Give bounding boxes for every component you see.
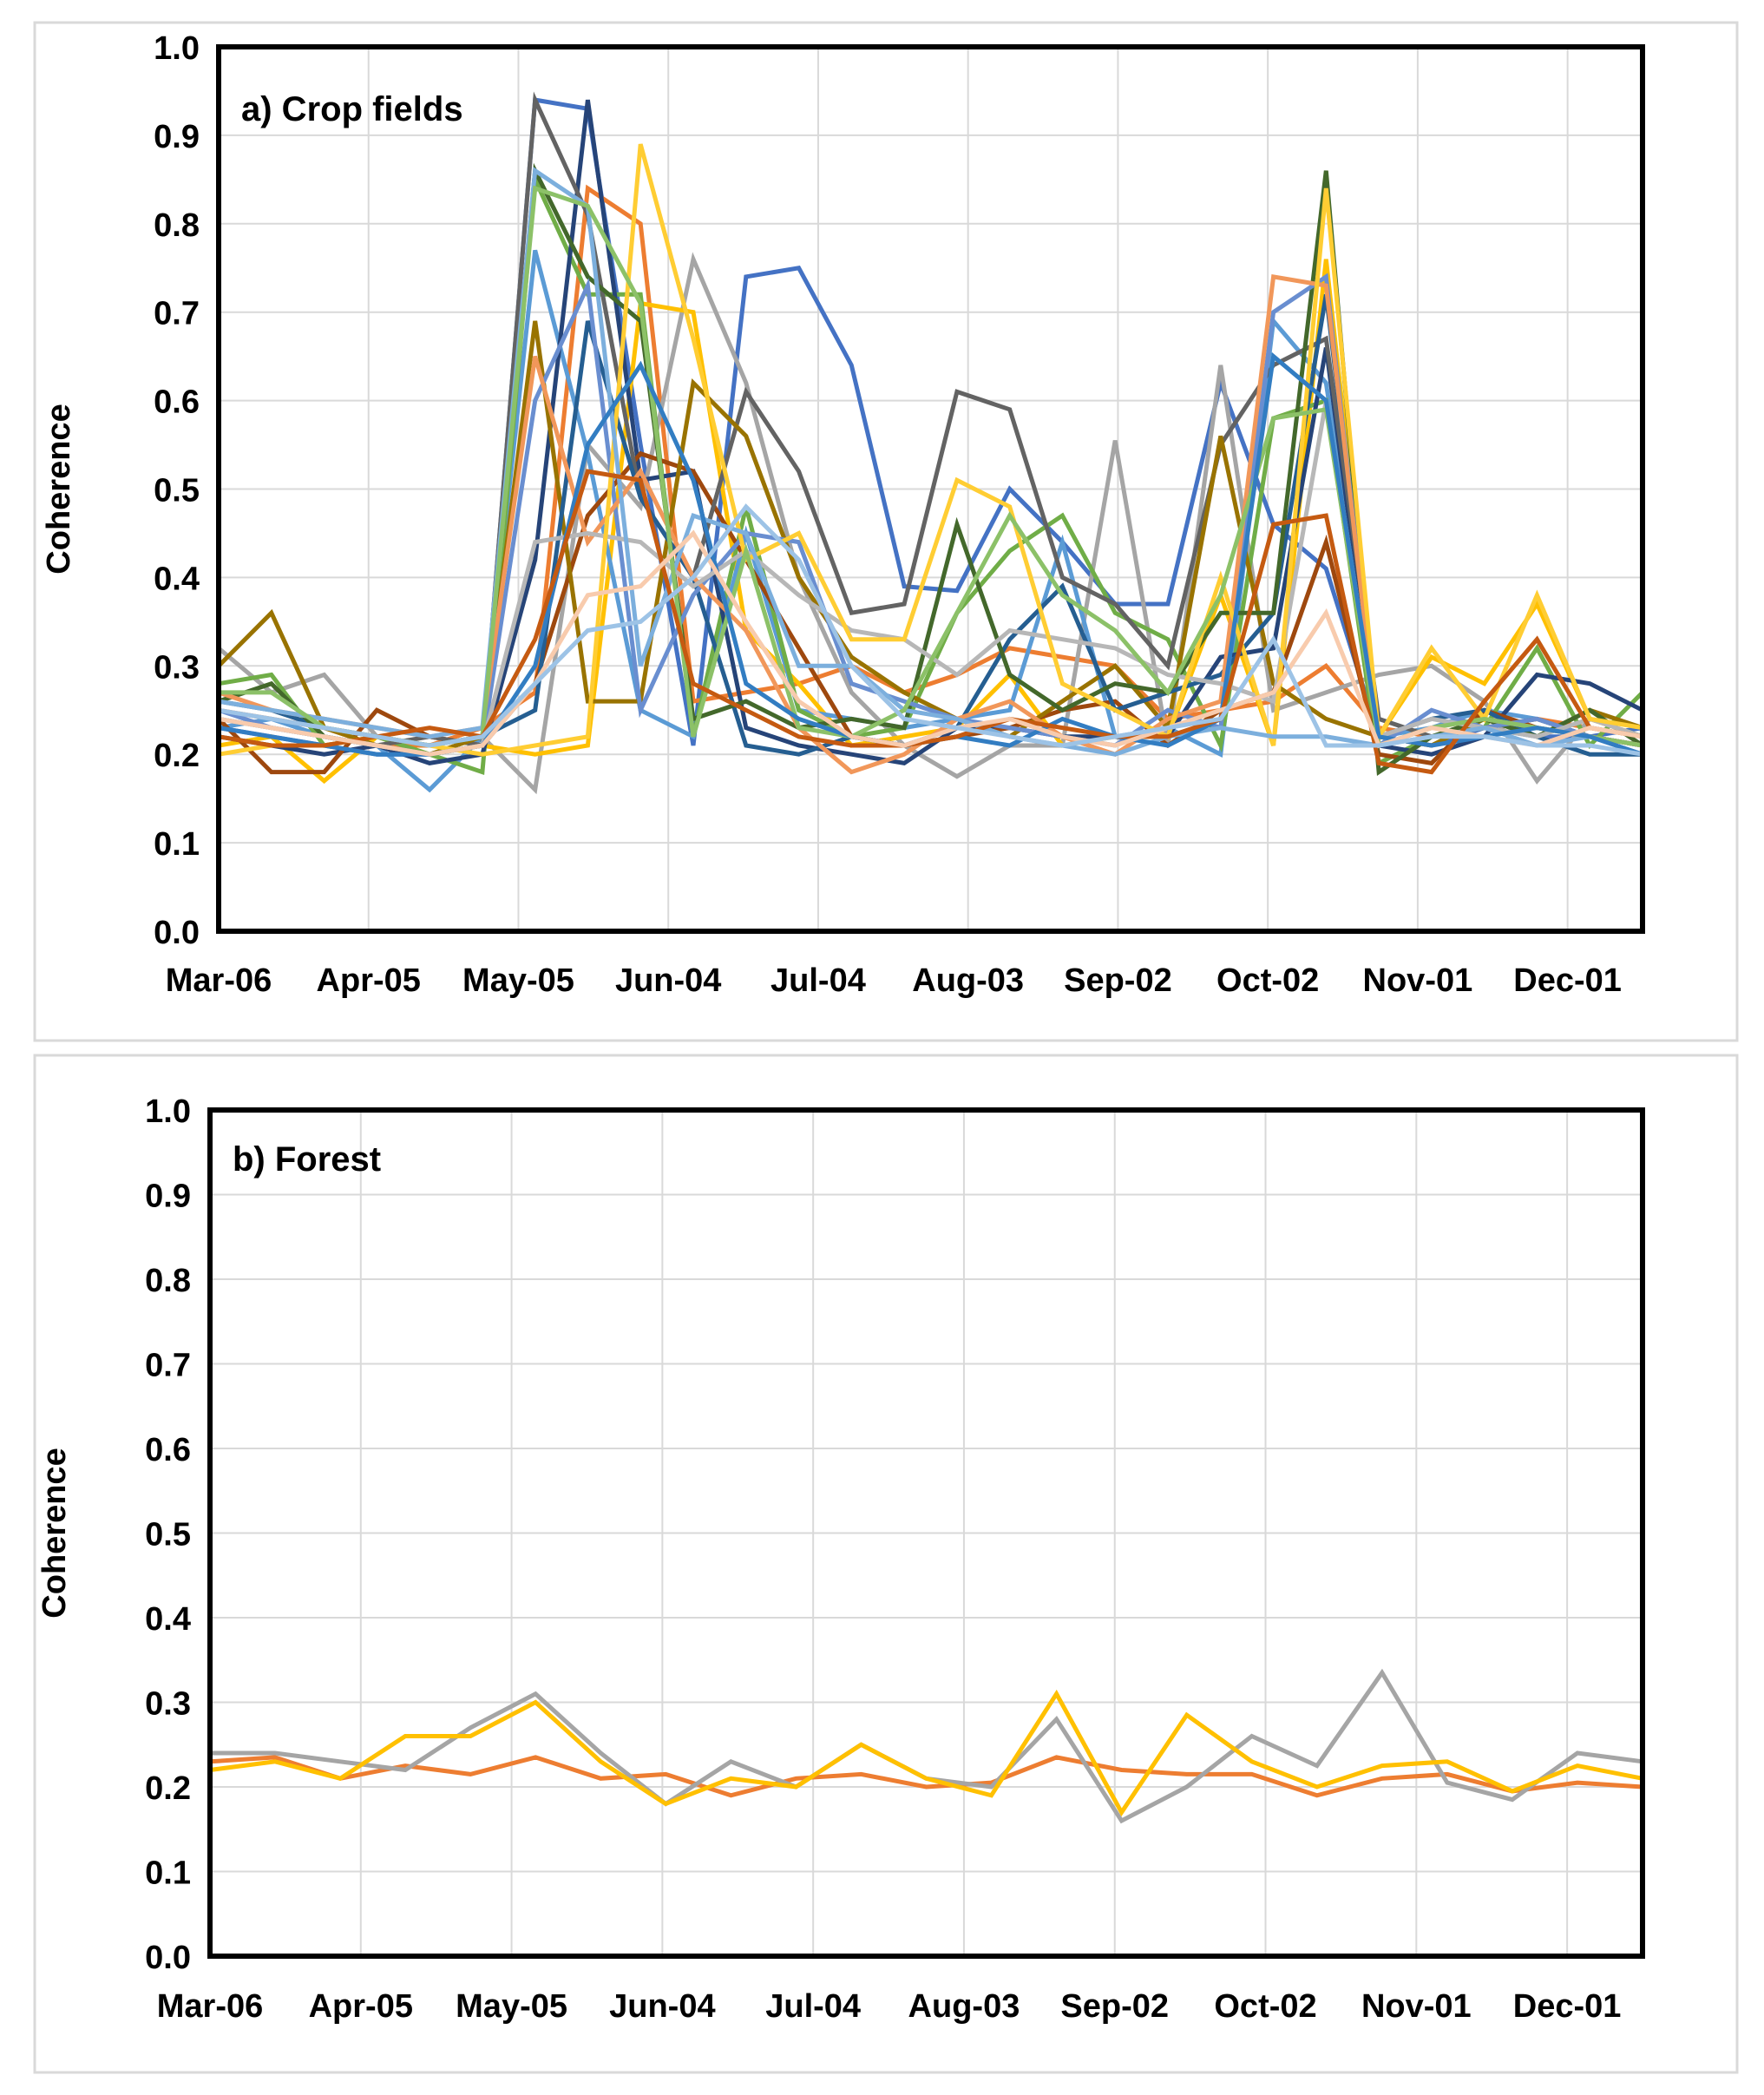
series-line-22 — [218, 503, 1643, 757]
x-tick-label: Aug-03 — [912, 962, 1024, 999]
x-tick-label: Apr-05 — [317, 962, 421, 999]
forest-panel: 0.0 0.1 0.2 0.3 0.4 0.5 0.6 0.7 0.8 0.9 1.0 Mar-06… — [33, 1054, 1739, 2074]
y-tick-label: 0.5 — [145, 1517, 191, 1553]
x-tick-labels: Mar-06 Apr-05 May-05 Jun-04 Jul-04 Aug-03 Sep-… — [166, 962, 1622, 999]
x-tick-label: Mar-06 — [157, 1988, 264, 2025]
x-tick-label: Dec-01 — [1513, 962, 1622, 999]
series-line-20 — [218, 469, 1643, 775]
y-tick-label: 0.9 — [145, 1179, 191, 1215]
x-tick-label: May-05 — [456, 1988, 567, 2025]
y-tick-label: 0.2 — [154, 738, 200, 774]
y-tick-labels: 0.0 0.1 0.2 0.3 0.4 0.5 0.6 0.7 0.8 0.9 1.0 — [145, 1093, 191, 1976]
crop-fields-panel: 0.0 0.1 0.2 0.3 0.4 0.5 0.6 0.7 0.8 0.9 1.0 Mar-06… — [33, 21, 1739, 1042]
x-tick-label: Jul-04 — [771, 962, 866, 999]
series-line-3 — [209, 1689, 1643, 1817]
y-tick-label: 0.6 — [145, 1432, 191, 1468]
y-axis-label: Coherence — [36, 1448, 73, 1618]
panel-title: a) Crop fields — [241, 90, 463, 128]
x-tick-label: Aug-03 — [908, 1988, 1020, 2025]
y-tick-label: 0.7 — [145, 1348, 191, 1384]
y-tick-label: 1.0 — [145, 1093, 191, 1130]
x-tick-label: Apr-05 — [309, 1988, 413, 2025]
y-tick-label: 0.4 — [154, 561, 200, 597]
series-line-21 — [218, 529, 1643, 757]
y-tick-label: 0.1 — [154, 826, 200, 863]
y-tick-label: 0.5 — [154, 473, 200, 509]
y-tick-label: 0.9 — [154, 119, 200, 155]
y-tick-label: 0.3 — [154, 649, 200, 686]
panel-title: b) Forest — [233, 1140, 381, 1179]
y-tick-label: 0.8 — [145, 1263, 191, 1299]
y-tick-labels: 0.0 0.1 0.2 0.3 0.4 0.5 0.6 0.7 0.8 0.9 1.0 — [154, 30, 200, 951]
y-tick-label: 0.0 — [154, 915, 200, 951]
y-tick-label: 0.6 — [154, 384, 200, 421]
y-tick-label: 0.8 — [154, 207, 200, 244]
x-tick-label: Mar-06 — [166, 962, 272, 999]
y-axis-label: Coherence — [41, 404, 77, 574]
x-tick-label: May-05 — [462, 962, 574, 999]
x-tick-label: Jul-04 — [765, 1988, 861, 2025]
panel-frame — [33, 1054, 1739, 2074]
plot-area-border — [216, 44, 1645, 934]
plot-area-border — [207, 1107, 1645, 1959]
y-tick-label: 0.7 — [154, 296, 200, 332]
y-tick-label: 0.1 — [145, 1855, 191, 1892]
x-tick-label: Sep-02 — [1060, 1988, 1169, 2025]
series-line-7 — [218, 99, 1644, 766]
x-tick-label: Jun-04 — [609, 1988, 715, 2025]
series-group — [217, 91, 1644, 795]
x-tick-label: Oct-02 — [1214, 1988, 1316, 2025]
x-tick-label: Jun-04 — [615, 962, 721, 999]
x-tick-label: Oct-02 — [1216, 962, 1319, 999]
x-tick-label: Dec-01 — [1513, 1988, 1622, 2025]
y-tick-label: 0.0 — [145, 1940, 191, 1976]
x-tick-labels: Mar-06 Apr-05 May-05 Jun-04 Jul-04 Aug-03 Sep-… — [157, 1988, 1622, 2025]
y-tick-label: 0.2 — [145, 1770, 191, 1807]
y-tick-label: 1.0 — [154, 30, 200, 67]
x-tick-label: Nov-01 — [1363, 962, 1473, 999]
x-tick-label: Sep-02 — [1064, 962, 1172, 999]
y-tick-label: 0.3 — [145, 1686, 191, 1723]
series-line-1 — [209, 1755, 1643, 1798]
series-group — [209, 1668, 1643, 1824]
x-tick-label: Nov-01 — [1361, 1988, 1472, 2025]
panel-frame — [33, 21, 1739, 1042]
y-tick-label: 0.4 — [145, 1601, 191, 1638]
